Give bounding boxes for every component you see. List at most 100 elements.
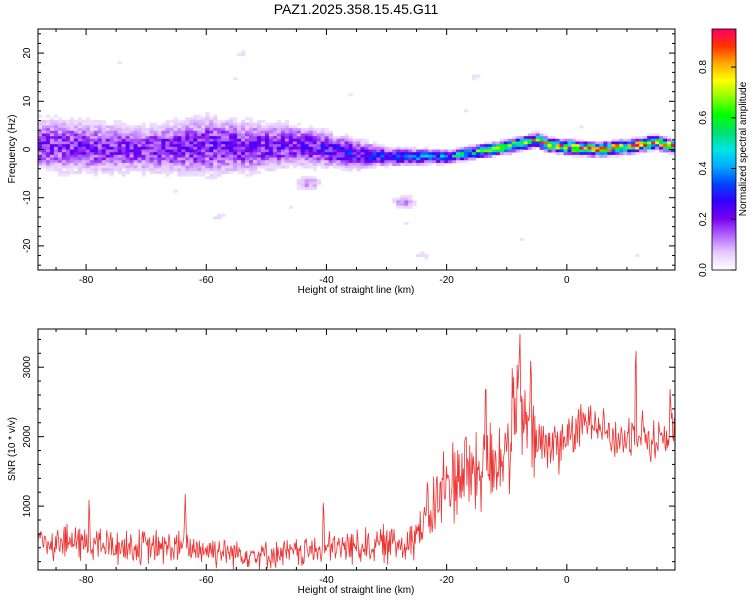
- x-tick-label: -40: [319, 275, 334, 286]
- heatmap-cell: [424, 146, 429, 150]
- heatmap-cell: [89, 125, 95, 129]
- heatmap-cell: [197, 125, 202, 129]
- heatmap-cell: [125, 162, 130, 166]
- heatmap-cell: [41, 165, 47, 169]
- heatmap-cell: [252, 152, 258, 156]
- heatmap-cell: [249, 120, 254, 124]
- heatmap-cell: [173, 138, 178, 142]
- heatmap-cell: [575, 149, 580, 153]
- heatmap-cell: [543, 149, 548, 153]
- heatmap-cell: [233, 133, 238, 137]
- heatmap-cell: [412, 162, 417, 166]
- heatmap-cell: [161, 168, 166, 172]
- heatmap-cell: [201, 146, 206, 150]
- heatmap-cells: [38, 50, 675, 260]
- heatmap-cell: [575, 152, 580, 156]
- heatmap-cell: [197, 120, 202, 124]
- heatmap-cell: [49, 133, 55, 137]
- heatmap-cell: [241, 50, 246, 54]
- heatmap-cell: [49, 168, 55, 172]
- heatmap-cell: [340, 152, 345, 156]
- heatmap-cell: [38, 120, 43, 124]
- heatmap-cell: [157, 157, 162, 161]
- heatmap-cell: [61, 162, 67, 166]
- heatmap-cell: [503, 138, 509, 142]
- colorbar-gradient: [711, 28, 737, 271]
- heatmap-cell: [348, 154, 353, 158]
- heatmap-cell: [133, 165, 138, 169]
- heatmap-cell: [245, 173, 250, 177]
- heatmap-cell: [332, 165, 337, 169]
- heatmap-cell: [69, 168, 75, 172]
- heatmap-cell: [364, 157, 369, 161]
- heatmap-cell: [316, 136, 322, 140]
- heatmap-cell: [280, 130, 286, 134]
- heatmap-cell: [292, 125, 298, 129]
- heatmap-cell: [543, 138, 548, 142]
- heatmap-cell: [225, 125, 230, 129]
- heatmap-cell: [93, 138, 99, 142]
- heatmap-cell: [531, 133, 536, 137]
- heatmap-cell: [193, 160, 198, 164]
- heatmap-cell: [276, 136, 282, 140]
- heatmap-cell: [428, 160, 433, 164]
- heatmap-cell: [217, 152, 222, 156]
- heatmap-cell: [237, 165, 242, 169]
- heatmap-cell: [519, 146, 525, 150]
- heatmap-cell: [49, 152, 55, 156]
- heatmap-cell: [177, 141, 182, 145]
- heatmap-cell: [125, 125, 130, 129]
- heatmap-cell: [408, 162, 413, 166]
- heatmap-cell: [432, 157, 437, 161]
- heatmap-cell: [193, 138, 198, 142]
- heatmap-cell: [237, 130, 242, 134]
- heatmap-cell: [85, 130, 91, 134]
- heatmap-cell: [249, 152, 254, 156]
- heatmap-cell: [360, 165, 365, 169]
- heatmap-cell: [352, 162, 357, 166]
- heatmap-cell: [356, 162, 361, 166]
- heatmap-cell: [495, 144, 501, 148]
- heatmap-cell: [197, 136, 202, 140]
- heatmap-cell: [300, 152, 306, 156]
- heatmap-cell: [65, 162, 71, 166]
- heatmap-cell: [551, 149, 556, 153]
- heatmap-cell: [527, 141, 533, 145]
- heatmap-cell: [241, 133, 246, 137]
- heatmap-cell: [165, 130, 170, 134]
- heatmap-cell: [225, 157, 230, 161]
- heatmap-cell: [276, 120, 282, 124]
- heatmap-cell: [137, 162, 142, 166]
- heatmap-cell: [647, 144, 652, 148]
- heatmap-cell: [177, 149, 182, 153]
- heatmap-cell: [169, 170, 174, 174]
- heatmap-cell: [408, 157, 413, 161]
- heatmap-cell: [268, 144, 274, 148]
- heatmap-cell: [45, 130, 51, 134]
- heatmap-cell: [169, 157, 174, 161]
- heatmap-cell: [340, 136, 345, 140]
- heatmap-cell: [173, 146, 178, 150]
- heatmap-cell: [651, 149, 656, 153]
- heatmap-cell: [591, 146, 596, 150]
- heatmap-cell: [205, 120, 210, 124]
- heatmap-cell: [312, 130, 318, 134]
- heatmap-cell: [229, 157, 234, 161]
- heatmap-cell: [241, 122, 246, 126]
- heatmap-cell: [241, 152, 246, 156]
- heatmap-cell: [93, 136, 99, 140]
- heatmap-cell: [360, 157, 365, 161]
- heatmap-cell: [583, 149, 588, 153]
- heatmap-cell: [324, 160, 329, 164]
- heatmap-cell: [197, 144, 202, 148]
- heatmap-cell: [49, 120, 55, 124]
- heatmap-cell: [61, 165, 67, 169]
- heatmap-cell: [49, 122, 55, 126]
- heatmap-cell: [276, 130, 282, 134]
- heatmap-cell: [81, 165, 87, 169]
- heatmap-cell: [233, 157, 238, 161]
- heatmap-cell: [579, 125, 584, 129]
- heatmap-cell: [667, 138, 672, 142]
- heatmap-cell: [611, 146, 616, 150]
- heatmap-cell: [436, 154, 441, 158]
